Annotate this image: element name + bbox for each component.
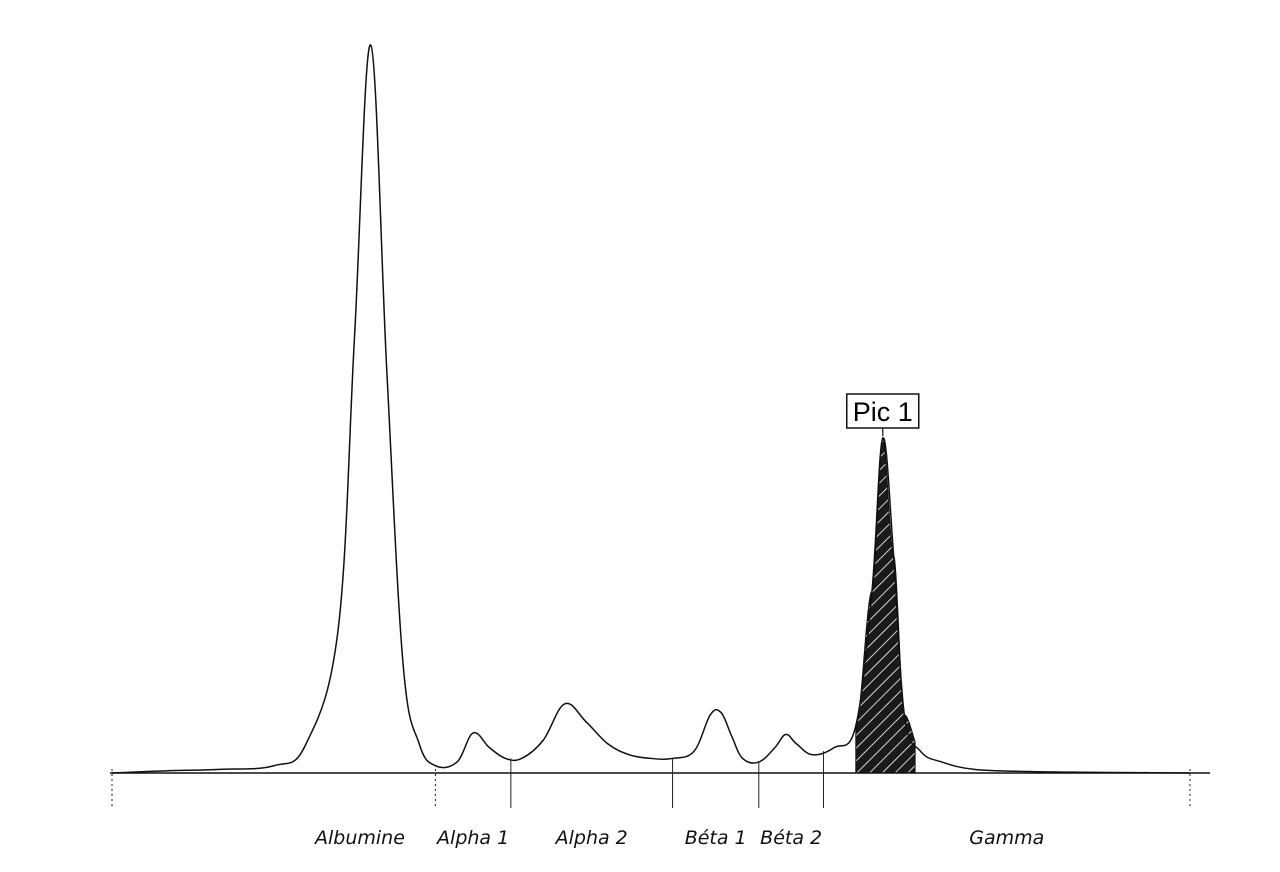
- fraction-label: Albumine: [313, 827, 405, 849]
- gamma-peak-shade: [855, 436, 916, 774]
- peak-callout-box: [846, 393, 920, 429]
- fraction-label: Béta 1: [685, 827, 747, 849]
- fraction-separators: [111, 751, 1191, 808]
- fraction-labels: Albumine Alpha 1 Alpha 2 Béta 1 Béta 2 Gamma: [313, 827, 1044, 849]
- fraction-label: Alpha 2: [554, 827, 628, 849]
- density-curve: [111, 44, 1191, 774]
- fraction-label: Alpha 1: [435, 827, 509, 849]
- fraction-label: Gamma: [969, 827, 1044, 849]
- peak-callout: Pic 1: [846, 393, 920, 437]
- gamma-peak-area: [855, 436, 916, 774]
- fraction-label: Béta 2: [760, 827, 822, 849]
- peak-callout-label: Pic 1: [853, 397, 913, 427]
